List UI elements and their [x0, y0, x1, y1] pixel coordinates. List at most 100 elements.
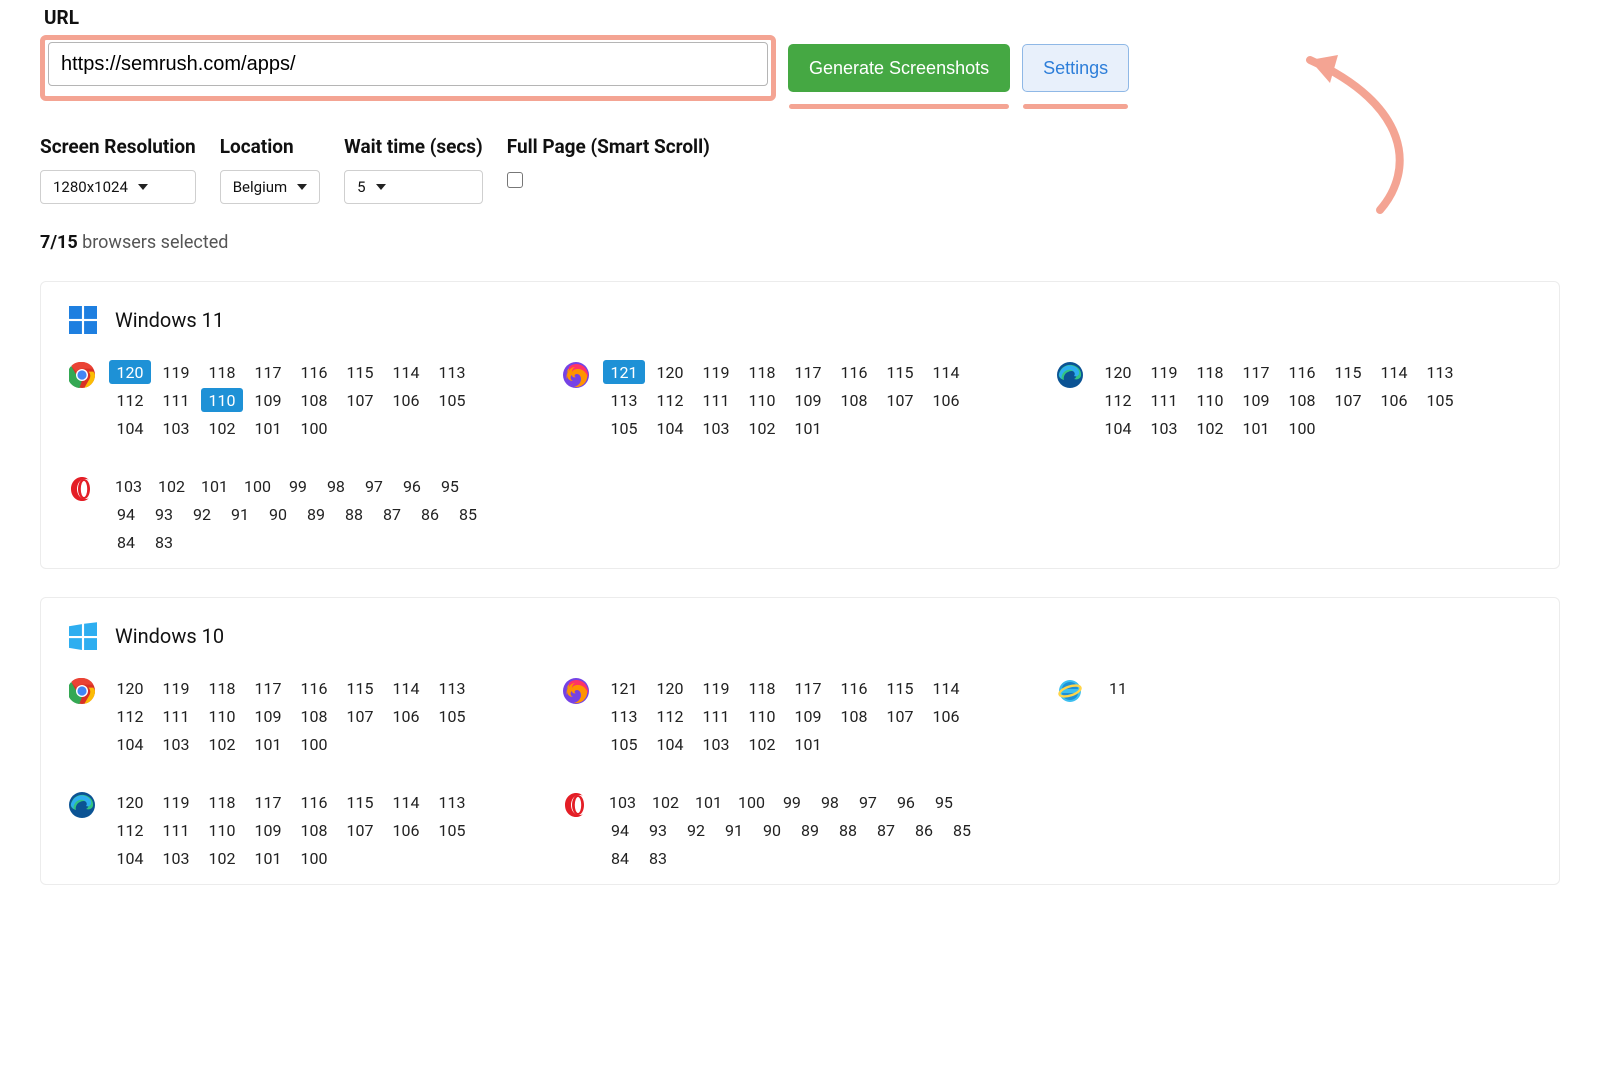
- browser-version[interactable]: 109: [1235, 388, 1277, 412]
- browser-version[interactable]: 110: [201, 704, 243, 728]
- browser-version[interactable]: 107: [339, 388, 381, 412]
- browser-version[interactable]: 110: [741, 704, 783, 728]
- browser-version[interactable]: 119: [695, 360, 737, 384]
- browser-version[interactable]: 120: [109, 790, 151, 814]
- browser-version[interactable]: 120: [109, 360, 151, 384]
- location-select[interactable]: Belgium: [220, 170, 320, 204]
- browser-version[interactable]: 90: [261, 502, 295, 526]
- browser-version[interactable]: 113: [431, 790, 473, 814]
- browser-version[interactable]: 99: [775, 790, 809, 814]
- browser-version[interactable]: 114: [385, 790, 427, 814]
- browser-version[interactable]: 102: [201, 846, 243, 870]
- browser-version[interactable]: 92: [185, 502, 219, 526]
- browser-version[interactable]: 101: [247, 846, 289, 870]
- browser-version[interactable]: 117: [247, 676, 289, 700]
- browser-version[interactable]: 104: [649, 732, 691, 756]
- resolution-select[interactable]: 1280x1024: [40, 170, 196, 204]
- browser-version[interactable]: 100: [293, 416, 335, 440]
- browser-version[interactable]: 104: [649, 416, 691, 440]
- browser-version[interactable]: 87: [375, 502, 409, 526]
- browser-version[interactable]: 117: [787, 360, 829, 384]
- browser-version[interactable]: 86: [907, 818, 941, 842]
- browser-version[interactable]: 115: [339, 676, 381, 700]
- browser-version[interactable]: 89: [299, 502, 333, 526]
- browser-version[interactable]: 114: [925, 676, 967, 700]
- browser-version[interactable]: 103: [155, 732, 197, 756]
- browser-version[interactable]: 102: [646, 790, 685, 814]
- browser-version[interactable]: 119: [155, 790, 197, 814]
- browser-version[interactable]: 106: [1373, 388, 1415, 412]
- browser-version[interactable]: 106: [385, 704, 427, 728]
- browser-version[interactable]: 89: [793, 818, 827, 842]
- browser-version[interactable]: 98: [319, 474, 353, 498]
- browser-version[interactable]: 101: [247, 732, 289, 756]
- browser-version[interactable]: 117: [787, 676, 829, 700]
- browser-version[interactable]: 111: [155, 704, 197, 728]
- browser-version[interactable]: 107: [879, 704, 921, 728]
- browser-version[interactable]: 114: [385, 676, 427, 700]
- browser-version[interactable]: 105: [431, 818, 473, 842]
- browser-version[interactable]: 105: [603, 416, 645, 440]
- browser-version[interactable]: 110: [741, 388, 783, 412]
- browser-version[interactable]: 104: [109, 732, 151, 756]
- browser-version[interactable]: 115: [339, 360, 381, 384]
- browser-version[interactable]: 100: [238, 474, 277, 498]
- browser-version[interactable]: 115: [879, 676, 921, 700]
- browser-version[interactable]: 107: [339, 704, 381, 728]
- browser-version[interactable]: 112: [649, 704, 691, 728]
- browser-version[interactable]: 105: [1419, 388, 1461, 412]
- browser-version[interactable]: 102: [201, 732, 243, 756]
- browser-version[interactable]: 103: [603, 790, 642, 814]
- browser-version[interactable]: 90: [755, 818, 789, 842]
- browser-version[interactable]: 115: [1327, 360, 1369, 384]
- browser-version[interactable]: 112: [1097, 388, 1139, 412]
- browser-version[interactable]: 110: [1189, 388, 1231, 412]
- browser-version[interactable]: 87: [869, 818, 903, 842]
- browser-version[interactable]: 112: [109, 388, 151, 412]
- browser-version[interactable]: 109: [787, 388, 829, 412]
- browser-version[interactable]: 111: [1143, 388, 1185, 412]
- browser-version[interactable]: 101: [787, 732, 829, 756]
- browser-version[interactable]: 95: [927, 790, 961, 814]
- browser-version[interactable]: 85: [451, 502, 485, 526]
- browser-version[interactable]: 83: [641, 846, 675, 870]
- browser-version[interactable]: 91: [223, 502, 257, 526]
- browser-version[interactable]: 100: [1281, 416, 1323, 440]
- browser-version[interactable]: 118: [741, 360, 783, 384]
- browser-version[interactable]: 117: [247, 360, 289, 384]
- browser-version[interactable]: 105: [603, 732, 645, 756]
- browser-version[interactable]: 111: [695, 704, 737, 728]
- browser-version[interactable]: 112: [109, 818, 151, 842]
- browser-version[interactable]: 101: [1235, 416, 1277, 440]
- browser-version[interactable]: 93: [147, 502, 181, 526]
- browser-version[interactable]: 109: [787, 704, 829, 728]
- browser-version[interactable]: 92: [679, 818, 713, 842]
- browser-version[interactable]: 114: [925, 360, 967, 384]
- browser-version[interactable]: 96: [395, 474, 429, 498]
- browser-version[interactable]: 107: [339, 818, 381, 842]
- browser-version[interactable]: 107: [1327, 388, 1369, 412]
- browser-version[interactable]: 101: [247, 416, 289, 440]
- browser-version[interactable]: 118: [201, 790, 243, 814]
- browser-version[interactable]: 119: [155, 360, 197, 384]
- browser-version[interactable]: 91: [717, 818, 751, 842]
- browser-version[interactable]: 102: [741, 416, 783, 440]
- browser-version[interactable]: 115: [879, 360, 921, 384]
- browser-version[interactable]: 113: [431, 360, 473, 384]
- browser-version[interactable]: 118: [1189, 360, 1231, 384]
- browser-version[interactable]: 120: [649, 676, 691, 700]
- browser-version[interactable]: 104: [1097, 416, 1139, 440]
- browser-version[interactable]: 108: [293, 388, 335, 412]
- browser-version[interactable]: 102: [1189, 416, 1231, 440]
- browser-version[interactable]: 117: [247, 790, 289, 814]
- browser-version[interactable]: 96: [889, 790, 923, 814]
- browser-version[interactable]: 105: [431, 704, 473, 728]
- browser-version[interactable]: 119: [1143, 360, 1185, 384]
- browser-version[interactable]: 112: [109, 704, 151, 728]
- browser-version[interactable]: 108: [833, 388, 875, 412]
- browser-version[interactable]: 109: [247, 704, 289, 728]
- browser-version[interactable]: 84: [603, 846, 637, 870]
- browser-version[interactable]: 111: [155, 818, 197, 842]
- url-input[interactable]: [48, 42, 768, 86]
- browser-version[interactable]: 103: [155, 846, 197, 870]
